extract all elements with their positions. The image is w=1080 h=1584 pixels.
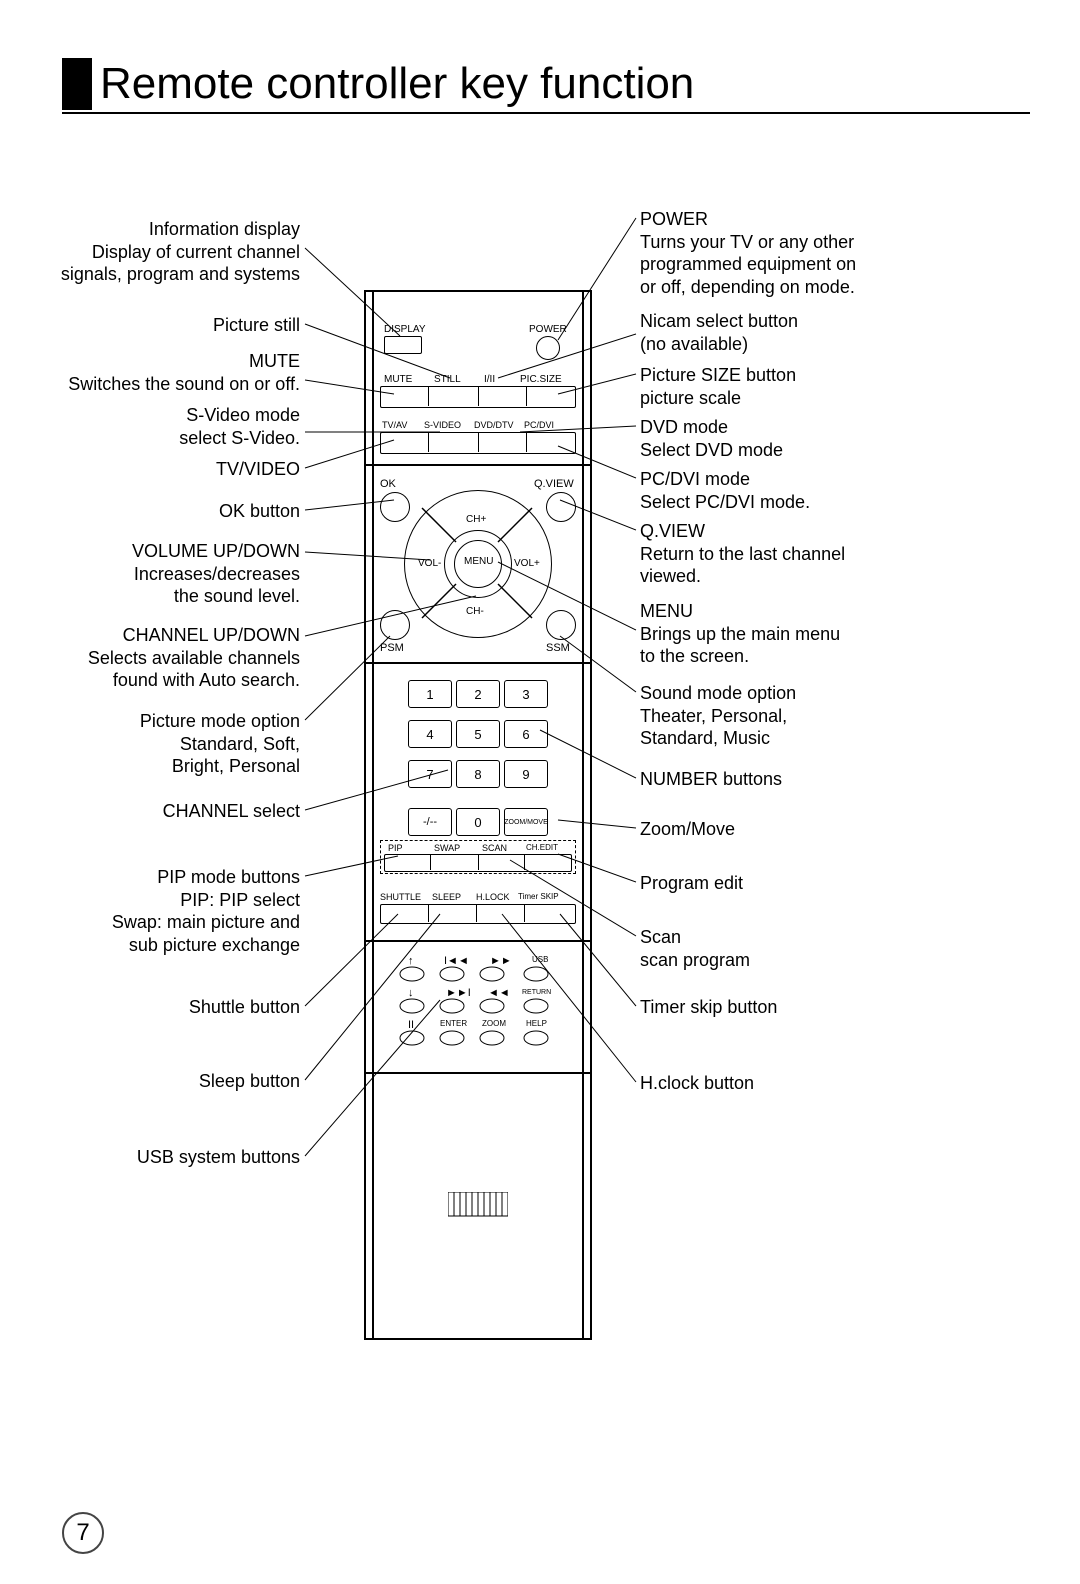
svg-text:↓: ↓ [408,987,414,999]
num-6[interactable]: 6 [504,720,548,748]
label-tvav: TV/AV [382,420,407,430]
num-2[interactable]: 2 [456,680,500,708]
svg-text:II: II [408,1019,414,1031]
label-sleep: SLEEP [432,892,461,902]
label-psm: PSM [380,642,404,654]
label-pcdvi: PC/DVI [524,420,554,430]
qview-button[interactable] [546,492,576,522]
num-1[interactable]: 1 [408,680,452,708]
ir-grille [448,1192,508,1222]
callout-chselect: CHANNEL select [40,800,300,823]
svg-text:HELP: HELP [526,1019,547,1028]
callout-nicam: Nicam select button(no available) [640,310,940,355]
remote-body: DISPLAY POWER MUTE STILL I/II PIC.SIZE T… [364,290,592,1340]
callout-picmode: Picture mode optionStandard, Soft,Bright… [40,710,300,778]
callout-power: POWERTurns your TV or any otherprogramme… [640,208,940,298]
num-3[interactable]: 3 [504,680,548,708]
callout-progedit: Program edit [640,872,940,895]
num-8[interactable]: 8 [456,760,500,788]
display-button[interactable] [384,336,422,354]
page-number: 7 [62,1512,104,1554]
callout-menu: MENUBrings up the main menuto the screen… [640,600,940,668]
svg-text:ENTER: ENTER [440,1019,467,1028]
num-dash[interactable]: -/-- [408,808,452,836]
callout-svideo: S-Video modeselect S-Video. [40,404,300,449]
num-7[interactable]: 7 [408,760,452,788]
callout-info: Information displayDisplay of current ch… [40,218,300,286]
zoom-move-button[interactable]: ZOOM/MOVE [504,808,548,836]
svg-text:ZOOM: ZOOM [482,1019,506,1028]
callout-scan: Scanscan program [640,926,940,971]
svg-text:USB: USB [532,955,548,964]
label-swap: SWAP [434,843,460,853]
svg-text:►►: ►► [490,955,512,967]
callout-tvvideo: TV/VIDEO [40,458,300,481]
callout-hclock: H.clock button [640,1072,940,1095]
label-shuttle: SHUTTLE [380,892,421,902]
callout-ok: OK button [40,500,300,523]
psm-button[interactable] [380,610,410,640]
callout-still: Picture still [40,314,300,337]
label-scan: SCAN [482,843,507,853]
num-5[interactable]: 5 [456,720,500,748]
label-timerskip: Timer SKIP [518,892,559,901]
shuttle-buttons[interactable] [380,904,576,924]
callout-vol: VOLUME UP/DOWNIncreases/decreasesthe sou… [40,540,300,608]
svg-text:RETURN: RETURN [522,989,551,996]
svg-text:I◄◄: I◄◄ [444,955,469,967]
svg-text:◄◄: ◄◄ [488,987,510,999]
title-underline [62,112,1030,114]
callout-picsize: Picture SIZE buttonpicture scale [640,364,940,409]
page-title: Remote controller key function [100,59,694,109]
num-9[interactable]: 9 [504,760,548,788]
callout-pcdvi: PC/DVI modeSelect PC/DVI mode. [640,468,940,513]
callout-pip: PIP mode buttonsPIP: PIP selectSwap: mai… [40,866,300,956]
label-chedit: CH.EDIT [526,843,558,852]
label-picsize: PIC.SIZE [520,374,562,385]
ssm-button[interactable] [546,610,576,640]
callout-mute: MUTESwitches the sound on or off. [40,350,300,395]
callout-number: NUMBER buttons [640,768,940,791]
label-ok: OK [380,478,396,490]
label-pip: PIP [388,843,403,853]
svg-text:↑: ↑ [408,955,414,967]
label-dvddtv: DVD/DTV [474,420,514,430]
label-ssm: SSM [546,642,570,654]
label-still: STILL [434,374,461,385]
num-0[interactable]: 0 [456,808,500,836]
label-hlock: H.LOCK [476,892,510,902]
callout-zoommove: Zoom/Move [640,818,940,841]
callout-ch: CHANNEL UP/DOWNSelects available channel… [40,624,300,692]
num-4[interactable]: 4 [408,720,452,748]
callout-qview: Q.VIEWReturn to the last channelviewed. [640,520,940,588]
callout-sleep: Sleep button [40,1070,300,1093]
label-display: DISPLAY [384,324,426,335]
label-power: POWER [529,324,567,335]
power-button[interactable] [536,336,560,360]
title-block [62,58,92,110]
callout-sound: Sound mode optionTheater, Personal,Stand… [640,682,940,750]
callout-timerskip: Timer skip button [640,996,940,1019]
label-svideo: S-VIDEO [424,420,461,430]
label-qview: Q.VIEW [534,478,574,490]
label-mute: MUTE [384,374,412,385]
callout-usb: USB system buttons [40,1146,300,1169]
svg-text:►►I: ►►I [446,987,471,999]
callout-shuttle: Shuttle button [40,996,300,1019]
dpad-cross [404,490,550,636]
label-iii: I/II [484,374,495,385]
callout-dvd: DVD modeSelect DVD mode [640,416,940,461]
usb-section[interactable]: ↑ I◄◄ ►► USB ↓ ►►I ◄◄ RETURN II ENTER ZO… [394,952,564,1062]
